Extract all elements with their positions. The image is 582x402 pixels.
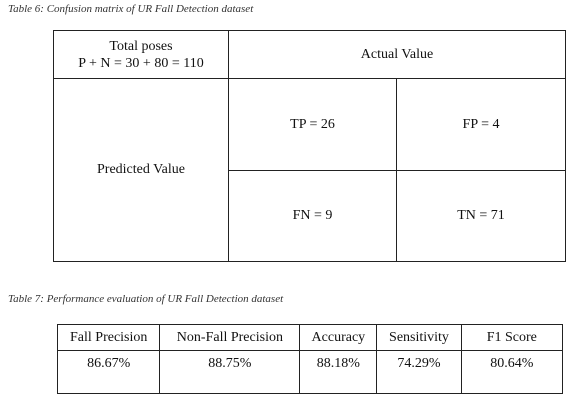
fn-cell: FN = 9 <box>228 170 397 262</box>
header-accuracy: Accuracy <box>299 324 378 351</box>
header-non-fall-precision: Non-Fall Precision <box>159 324 301 351</box>
actual-value-header: Actual Value <box>227 30 567 79</box>
value-f1-score: 80.64% <box>460 350 564 394</box>
confusion-matrix-table: Total poses P + N = 30 + 80 = 110 Actual… <box>53 30 567 262</box>
table7-caption: Table 7: Performance evaluation of UR Fa… <box>8 293 284 305</box>
total-poses-formula: P + N = 30 + 80 = 110 <box>78 55 204 71</box>
fp-cell: FP = 4 <box>395 78 567 171</box>
value-accuracy: 88.18% <box>299 350 378 394</box>
total-poses-cell: Total poses P + N = 30 + 80 = 110 <box>53 30 229 79</box>
header-f1-score: F1 Score <box>460 324 564 351</box>
table6-caption: Table 6: Confusion matrix of UR Fall Det… <box>8 3 254 15</box>
value-sensitivity: 74.29% <box>376 350 462 394</box>
performance-table: Fall Precision Non-Fall Precision Accura… <box>56 324 564 394</box>
tn-cell: TN = 71 <box>395 170 567 262</box>
value-non-fall-precision: 88.75% <box>159 350 301 394</box>
tp-cell: TP = 26 <box>228 78 397 171</box>
predicted-value-header: Predicted Value <box>53 78 229 262</box>
value-fall-precision: 86.67% <box>56 350 161 394</box>
total-poses-label: Total poses <box>109 38 173 54</box>
header-sensitivity: Sensitivity <box>376 324 462 351</box>
header-fall-precision: Fall Precision <box>56 324 161 351</box>
